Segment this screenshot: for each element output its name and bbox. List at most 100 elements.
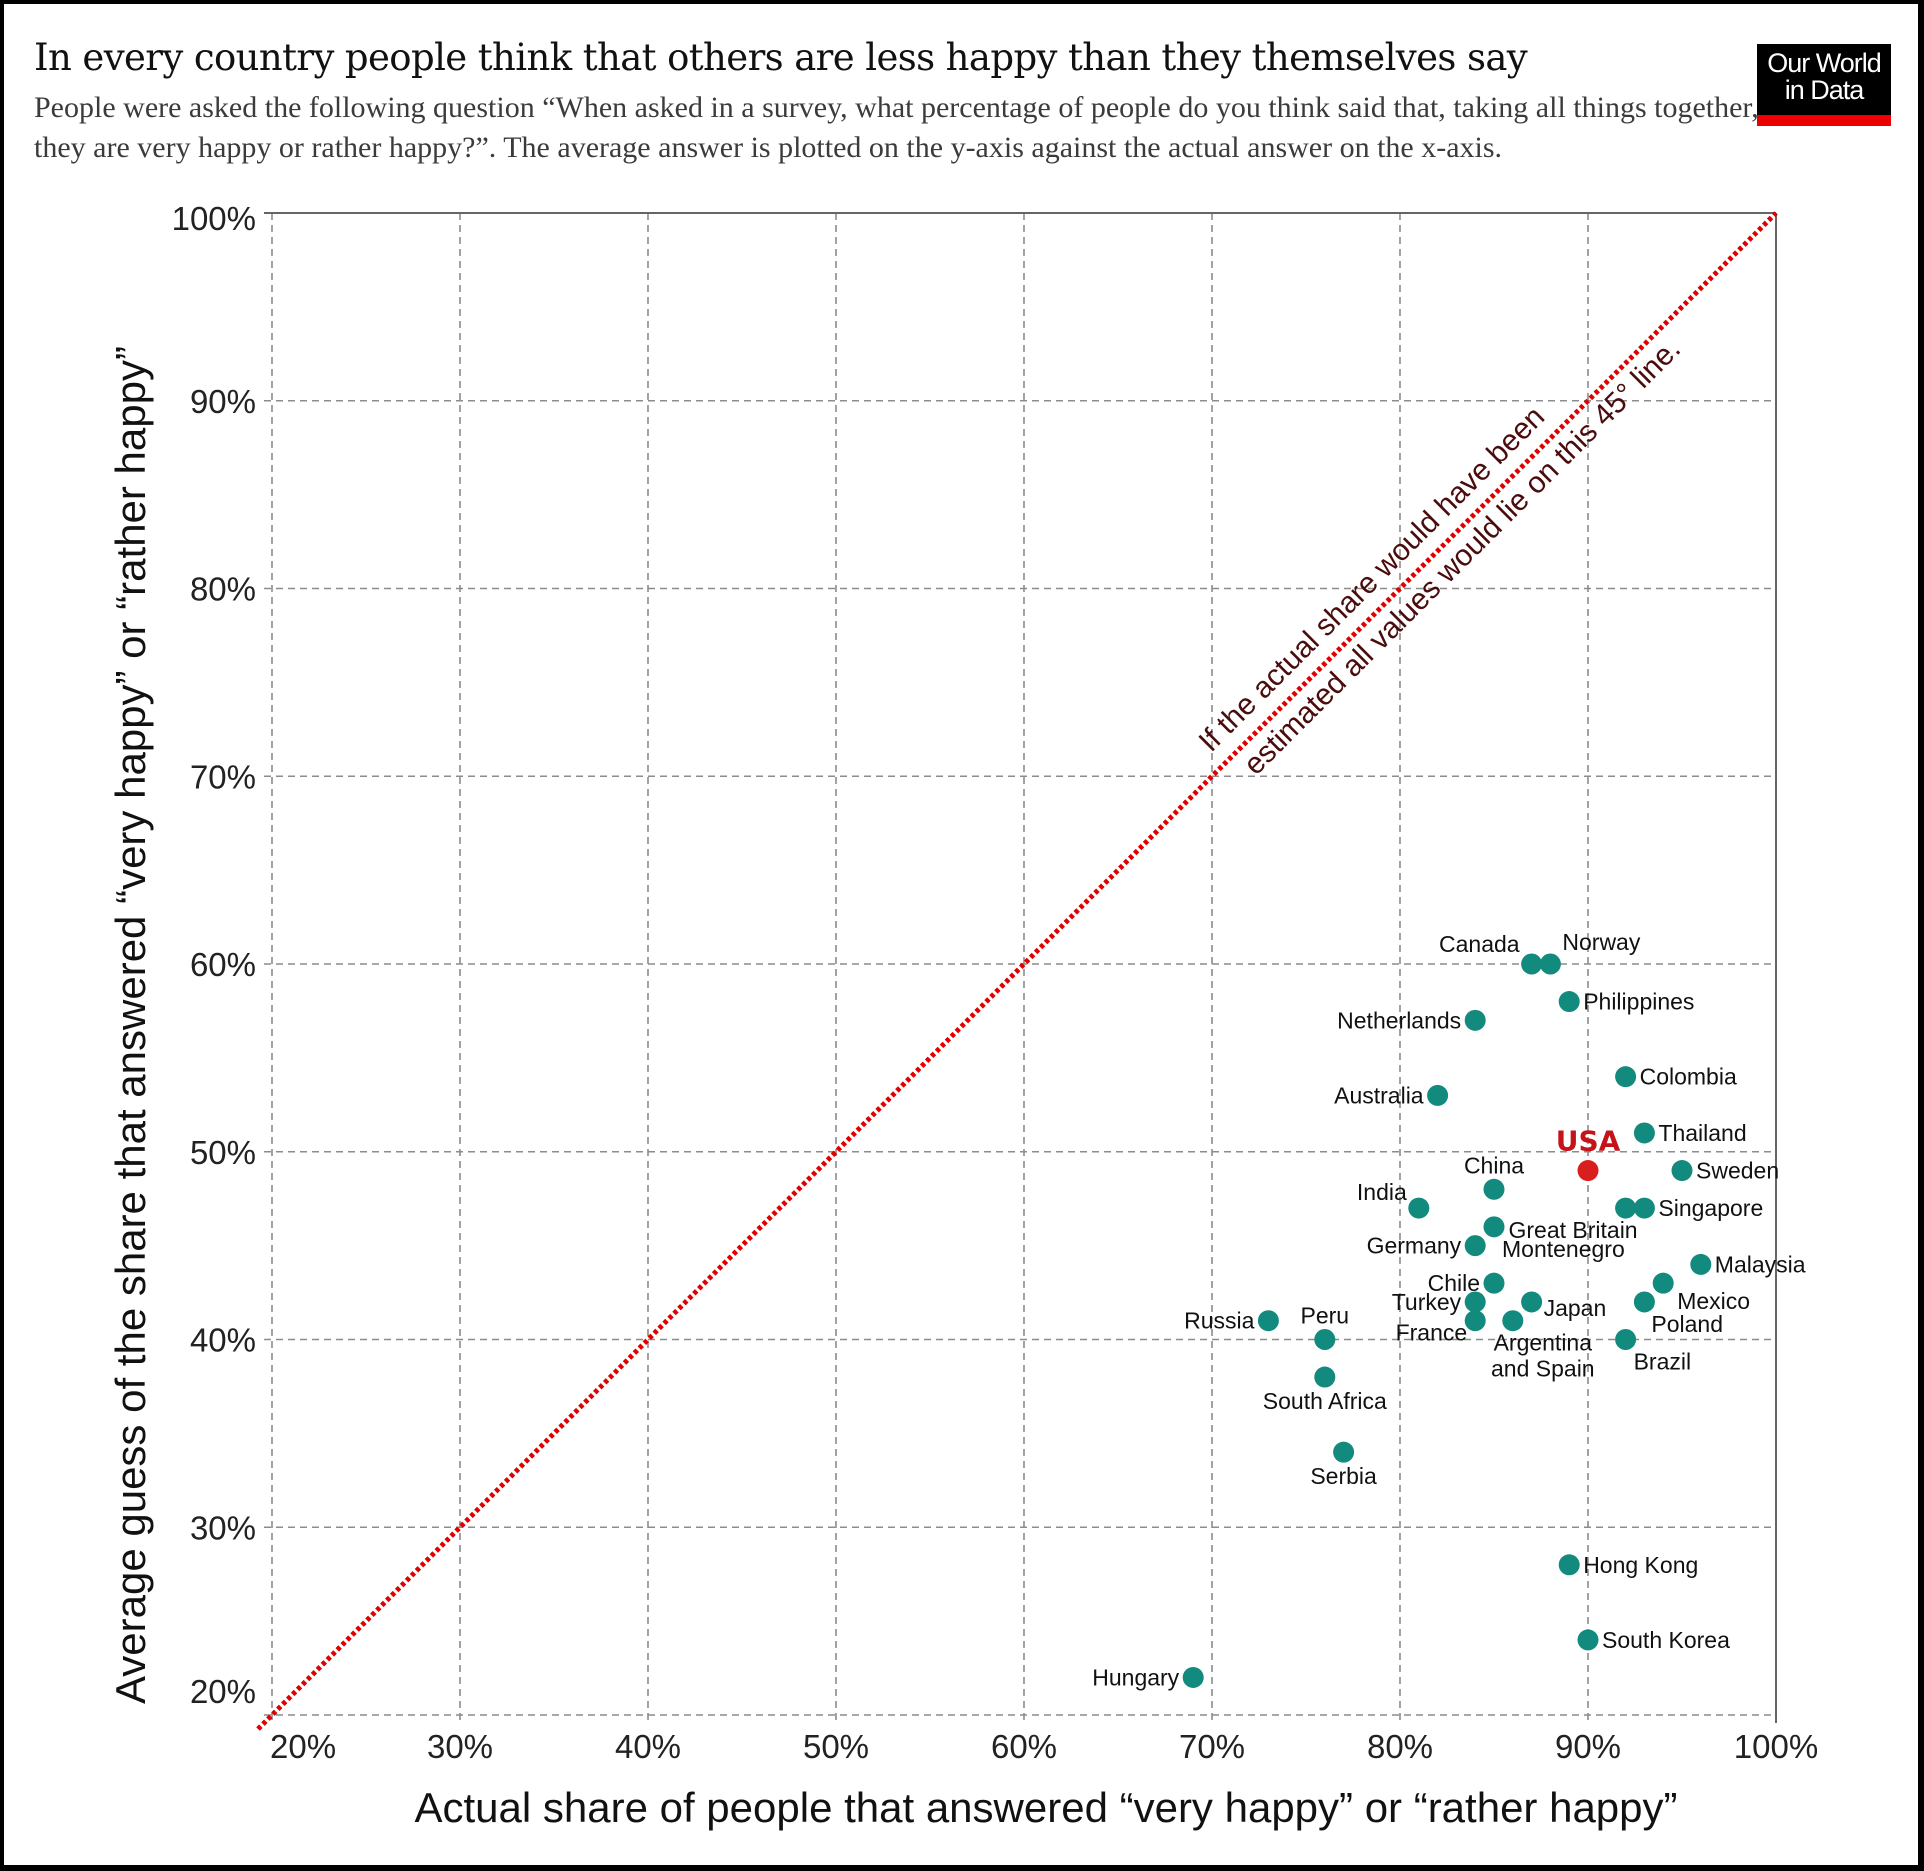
point-turkey [1464, 1291, 1486, 1313]
point-hong-kong [1558, 1554, 1580, 1576]
point-brazil [1615, 1329, 1637, 1350]
point-thailand [1633, 1122, 1655, 1144]
x-tick-label: 90% [1555, 1728, 1621, 1765]
x-tick-label: 40% [615, 1728, 681, 1765]
label-montenegro: Montenegro [1502, 1236, 1625, 1262]
point-australia [1427, 1084, 1449, 1106]
point-russia [1257, 1310, 1279, 1332]
point-hungary [1182, 1666, 1204, 1688]
reference-line-annotation-1: If the actual share would have been [1193, 400, 1551, 758]
label-south-africa: South Africa [1263, 1388, 1387, 1414]
label-hong-kong: Hong Kong [1583, 1552, 1698, 1578]
point-south-africa [1314, 1366, 1336, 1388]
reference-45-line [256, 211, 1778, 1731]
label-peru: Peru [1301, 1303, 1350, 1329]
x-tick-label: 50% [803, 1728, 869, 1765]
point-norway [1539, 953, 1561, 975]
point-japan [1521, 1291, 1543, 1313]
y-tick-label: 90% [190, 383, 256, 420]
point-south-korea [1577, 1629, 1599, 1651]
x-tick-labels: 20% 30% 40% 50% 60% 70% 80% 90% 100% [270, 1728, 1818, 1765]
y-tick-label: 80% [190, 571, 256, 608]
point-canada [1521, 953, 1543, 975]
label-poland: Poland [1651, 1311, 1723, 1337]
x-tick-label: 30% [427, 1728, 493, 1765]
y-tick-label: 50% [190, 1134, 256, 1171]
chart-frame [4, 4, 1918, 1865]
point-montenegro [1483, 1216, 1505, 1238]
label-singapore: Singapore [1658, 1195, 1763, 1221]
label-south-korea: South Korea [1602, 1627, 1730, 1653]
point-labels: Canada Norway Philippines Netherlands Colomb… [1092, 929, 1805, 1690]
chart-subtitle: People were asked the following question… [34, 91, 1759, 164]
label-line: and Spain [1491, 1356, 1595, 1382]
point-poland [1633, 1291, 1655, 1313]
label-turkey: Turkey [1392, 1289, 1462, 1315]
point-singapore [1633, 1197, 1655, 1219]
label-line: Argentina [1494, 1330, 1593, 1356]
x-axis-title: Actual share of people that answered “ve… [414, 1784, 1677, 1831]
point-great-britain [1615, 1197, 1637, 1219]
y-tick-label: 20% [190, 1673, 256, 1710]
label-japan: Japan [1544, 1295, 1607, 1321]
y-tick-labels: 20% 30% 40% 50% 60% 70% 80% 90% 100% [172, 200, 256, 1710]
point-netherlands [1464, 1009, 1486, 1031]
y-tick-label: 60% [190, 946, 256, 983]
label-hungary: Hungary [1092, 1664, 1179, 1690]
reference-line-annotation-2: estimated all values would lie on this 4… [1238, 332, 1688, 781]
label-netherlands: Netherlands [1337, 1007, 1461, 1033]
point-france [1464, 1310, 1486, 1332]
logo-red-bar [1757, 115, 1891, 126]
label-sweden: Sweden [1696, 1158, 1779, 1184]
label-china: China [1464, 1152, 1524, 1178]
chart-title: In every country people think that other… [34, 36, 1528, 79]
y-axis-title: Average guess of the share that answered… [107, 346, 154, 1704]
logo-line-1: Our World [1767, 48, 1882, 78]
logo-line-2: in Data [1784, 75, 1865, 105]
label-malaysia: Malaysia [1715, 1251, 1806, 1277]
x-tick-label: 70% [1179, 1728, 1245, 1765]
y-tick-label: 70% [190, 758, 256, 795]
x-tick-label: 80% [1367, 1728, 1433, 1765]
label-colombia: Colombia [1640, 1064, 1737, 1090]
x-tick-label: 60% [991, 1728, 1057, 1765]
owid-logo[interactable]: Our World in Data [1757, 44, 1891, 126]
point-malaysia [1690, 1253, 1712, 1275]
label-russia: Russia [1184, 1308, 1255, 1334]
point-china [1483, 1178, 1505, 1200]
point-sweden [1671, 1160, 1693, 1182]
point-chile [1483, 1272, 1505, 1294]
point-germany [1464, 1235, 1486, 1257]
y-tick-label: 40% [190, 1322, 256, 1359]
plot-border [264, 212, 1777, 1723]
data-points [1182, 953, 1712, 1688]
label-australia: Australia [1334, 1082, 1424, 1108]
label-norway: Norway [1562, 929, 1640, 955]
label-canada: Canada [1439, 931, 1520, 957]
point-india [1408, 1197, 1430, 1219]
label-france: France [1396, 1320, 1468, 1346]
label-india: India [1357, 1179, 1407, 1205]
label-philippines: Philippines [1583, 989, 1694, 1015]
x-tick-label: 100% [1734, 1728, 1818, 1765]
point-serbia [1333, 1441, 1355, 1463]
point-mexico [1652, 1272, 1674, 1294]
point-peru [1314, 1329, 1336, 1350]
point-colombia [1615, 1066, 1637, 1088]
label-serbia: Serbia [1310, 1463, 1377, 1489]
label-usa: USA [1556, 1125, 1621, 1158]
y-tick-label: 100% [172, 200, 256, 237]
point-philippines [1558, 991, 1580, 1013]
y-tick-label: 30% [190, 1509, 256, 1546]
label-brazil: Brazil [1634, 1349, 1692, 1375]
label-thailand: Thailand [1658, 1120, 1746, 1146]
point-argentina-and-spain [1502, 1310, 1524, 1332]
label-argentina-and-spain: Argentina and Spain [1491, 1330, 1595, 1382]
label-germany: Germany [1367, 1233, 1462, 1259]
point-usa [1577, 1160, 1599, 1182]
label-great-britain: Great Britain [1508, 1217, 1637, 1243]
x-tick-label: 20% [270, 1728, 336, 1765]
label-chile: Chile [1428, 1270, 1480, 1296]
label-mexico: Mexico [1677, 1288, 1750, 1314]
